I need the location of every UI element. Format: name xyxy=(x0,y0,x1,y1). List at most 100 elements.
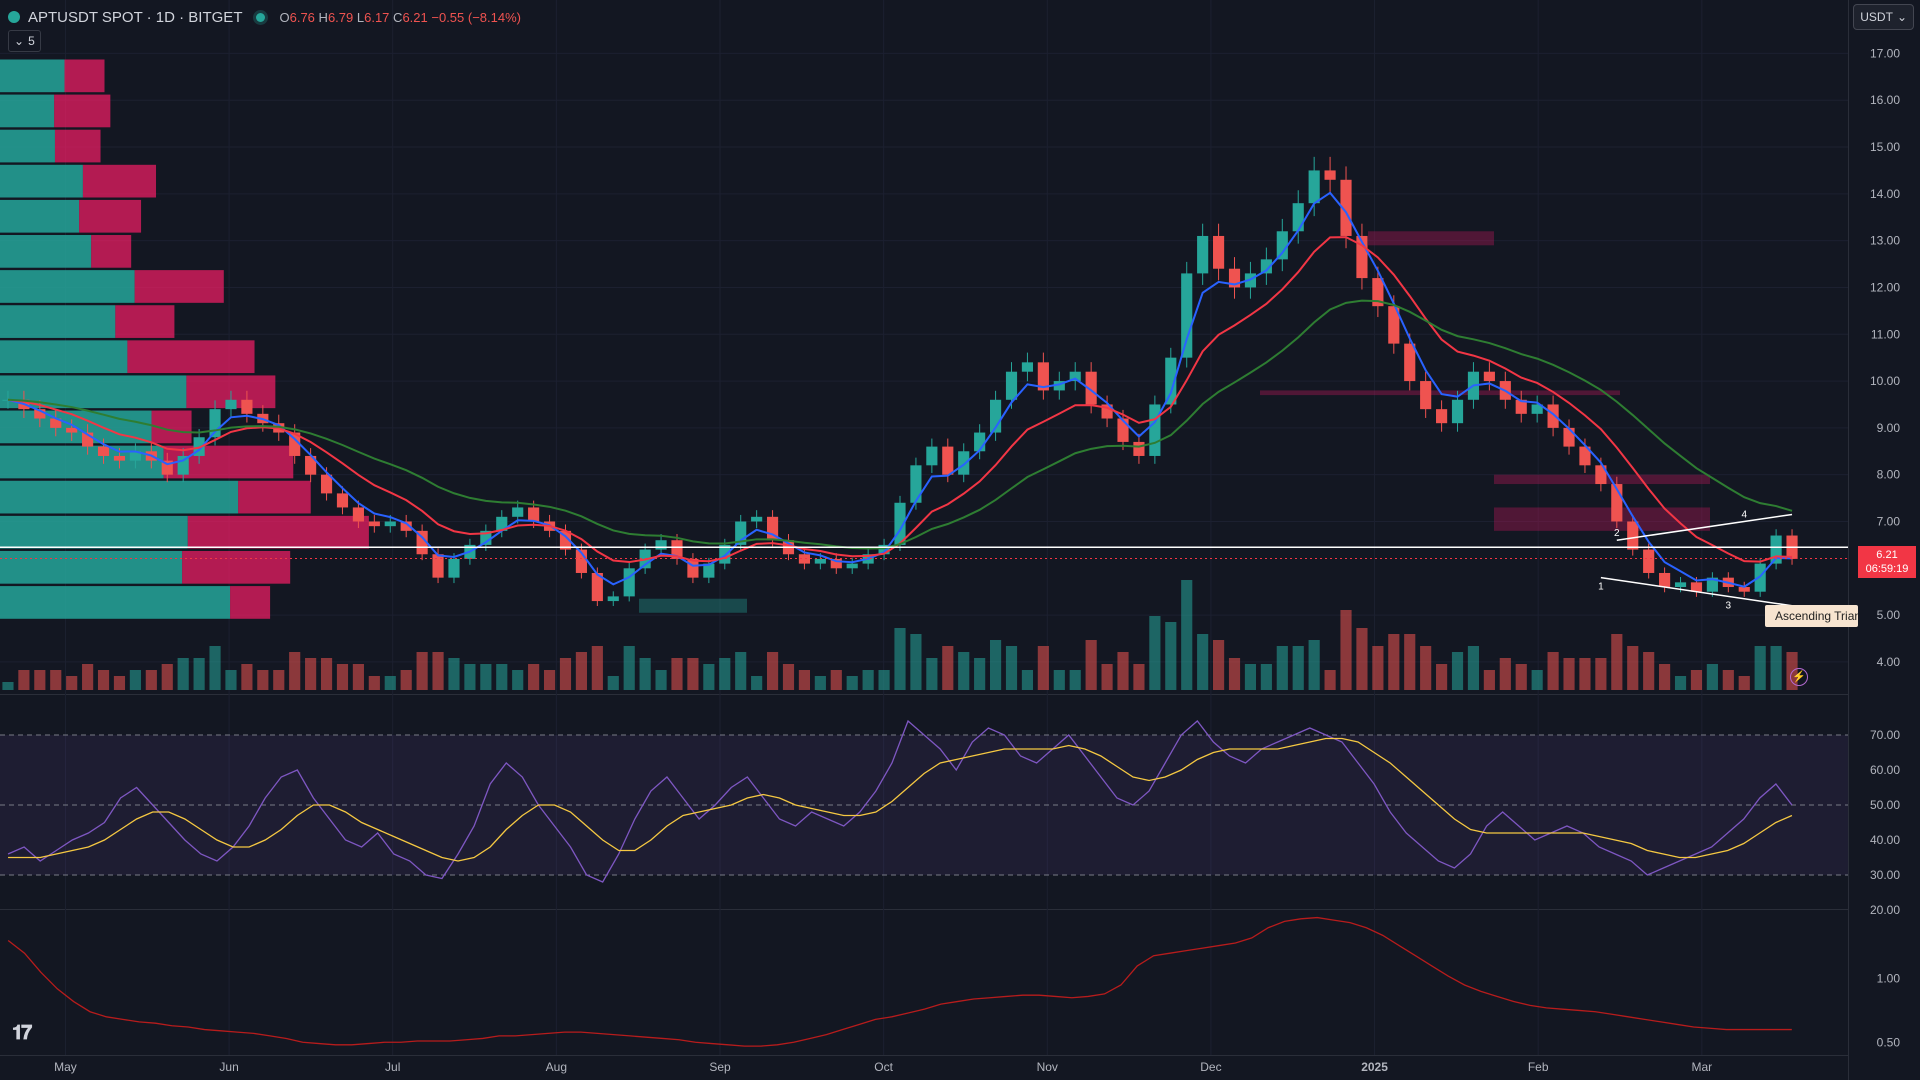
rsi-tick-label: 20.00 xyxy=(1870,903,1900,917)
volume-bar xyxy=(432,652,444,690)
volume-bar xyxy=(1260,664,1272,690)
candle-body xyxy=(1579,446,1591,466)
volume-bar xyxy=(1643,652,1655,690)
time-tick-label: 2025 xyxy=(1361,1060,1388,1074)
volume-bar xyxy=(1420,646,1432,690)
volume-profile-up-bar xyxy=(0,550,183,584)
price-tick-label: 4.00 xyxy=(1877,655,1901,669)
candle-body xyxy=(368,521,380,527)
volume-bar xyxy=(1228,658,1241,690)
volume-bar xyxy=(719,658,731,690)
volume-bar xyxy=(942,646,954,690)
candle-body xyxy=(1531,404,1543,414)
volume-bar xyxy=(607,676,619,690)
candle-body xyxy=(480,530,492,545)
volume-bar xyxy=(320,658,333,690)
volume-profile-down-bar xyxy=(187,515,369,549)
volume-bar xyxy=(1467,646,1480,690)
candle-body xyxy=(1388,306,1400,344)
ohlc-values: O6.76 H6.79 L6.17 C6.21 −0.55 (−8.14%) xyxy=(279,9,521,25)
candle-body xyxy=(66,427,78,433)
rsi-pane xyxy=(0,719,1848,883)
pattern-point-label: 4 xyxy=(1741,509,1747,520)
candle-body xyxy=(830,558,842,569)
volume-bar xyxy=(177,658,189,690)
volume-bar xyxy=(1579,658,1591,690)
volume-bar xyxy=(1244,664,1257,690)
candle-body xyxy=(1340,179,1352,236)
volume-bar xyxy=(1499,658,1511,690)
rsi-tick-label: 40.00 xyxy=(1870,833,1900,847)
candle-body xyxy=(1420,381,1432,410)
volume-bar xyxy=(1021,670,1034,690)
candle-body xyxy=(1643,549,1655,573)
volume-bar xyxy=(113,676,126,690)
volume-bar xyxy=(416,652,428,690)
candle-body xyxy=(1770,535,1782,564)
rsi-tick-label: 50.00 xyxy=(1870,798,1900,812)
chevron-down-icon: ⌄ xyxy=(1896,10,1907,24)
volume-bar xyxy=(225,670,237,690)
tradingview-logo-icon[interactable]: 𝟏𝟕 xyxy=(12,1022,32,1044)
volume-bar xyxy=(926,658,938,690)
candle-body xyxy=(559,530,572,550)
volume-bar xyxy=(480,664,492,690)
volume-bar xyxy=(1308,640,1320,690)
volume-bar xyxy=(1085,640,1097,690)
volume-bar xyxy=(1133,664,1145,690)
price-tick-label: 16.00 xyxy=(1870,93,1900,107)
pattern-label[interactable]: Ascending Triangle xyxy=(1765,605,1858,627)
volume-bar xyxy=(830,670,842,690)
currency-selector[interactable]: USDT ⌄ xyxy=(1853,4,1914,30)
volume-bar xyxy=(1451,652,1464,690)
volume-bar xyxy=(1117,652,1129,690)
candle-body xyxy=(1563,427,1575,447)
price-tick-label: 13.00 xyxy=(1870,234,1900,248)
volume-bar xyxy=(50,670,62,690)
candle-body xyxy=(129,451,141,461)
volume-profile-down-bar xyxy=(54,94,111,128)
pane-separator xyxy=(0,694,1848,695)
volume-bar xyxy=(1053,670,1065,690)
volume-bar xyxy=(368,676,380,690)
ema-lines xyxy=(0,191,1848,588)
price-tick-label: 17.00 xyxy=(1870,46,1900,60)
volume-bar xyxy=(862,670,874,690)
pattern-point-label: 2 xyxy=(1614,528,1620,539)
symbol-title[interactable]: APTUSDT SPOT · 1D · BITGET xyxy=(28,8,243,26)
volume-bar xyxy=(878,670,890,690)
volume-bar xyxy=(145,670,157,690)
volume-bar xyxy=(1738,676,1750,690)
candle-body xyxy=(1213,235,1225,269)
lightning-icon[interactable]: ⚡ xyxy=(1790,668,1808,686)
candle-body xyxy=(1627,521,1639,550)
volume-bar xyxy=(655,670,667,690)
candle-body xyxy=(50,418,62,428)
volume-bars xyxy=(2,580,1798,690)
candle-body xyxy=(1404,343,1416,382)
volume-bar xyxy=(257,670,269,690)
volume-profile-down-bar xyxy=(82,164,157,198)
candle-body xyxy=(1101,404,1113,419)
volume-bar xyxy=(1483,670,1495,690)
volume-bar xyxy=(129,670,141,690)
price-tick-label: 8.00 xyxy=(1877,468,1901,482)
indicators-collapse-button[interactable]: ⌄ 5 xyxy=(8,30,41,52)
ema-line xyxy=(7,299,1793,550)
volume-profile-up-bar xyxy=(0,515,188,549)
volume-bar xyxy=(1372,646,1384,690)
volume-bar xyxy=(1069,670,1081,690)
candle-body xyxy=(1276,231,1288,260)
price-tick-label: 7.00 xyxy=(1877,514,1901,528)
candle-body xyxy=(1674,582,1687,588)
volume-bar xyxy=(241,664,253,690)
volume-profile-up-bar xyxy=(0,445,164,479)
volume-bar xyxy=(1324,670,1336,690)
volume-bar xyxy=(384,676,396,690)
volume-bar xyxy=(894,628,906,690)
candle-body xyxy=(1085,371,1097,405)
volume-bar xyxy=(496,664,508,690)
candle-body xyxy=(575,549,587,573)
volume-bar xyxy=(1181,580,1193,690)
